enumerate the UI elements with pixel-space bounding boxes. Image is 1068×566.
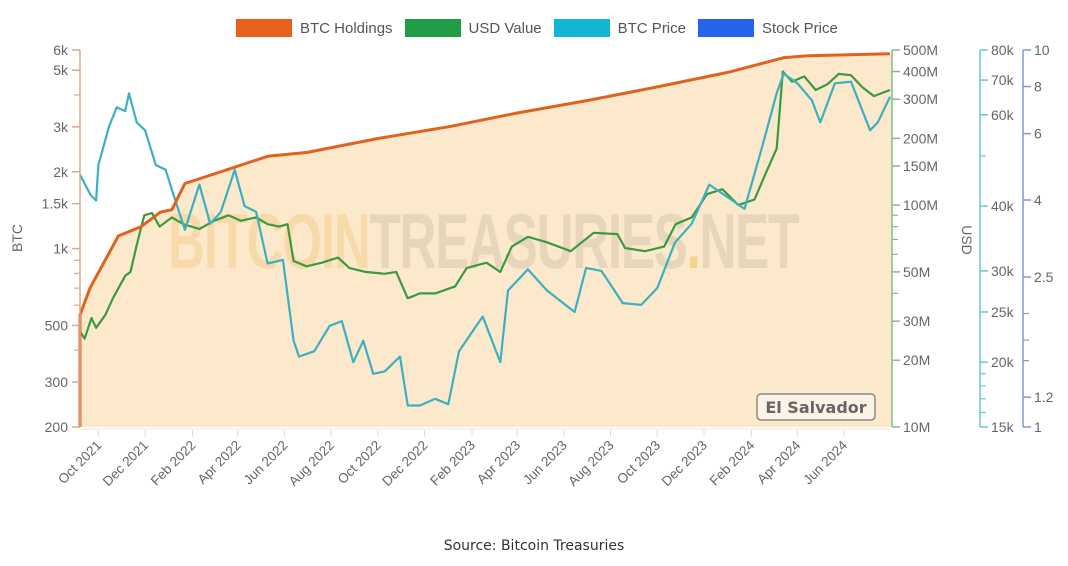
legend-swatch-btc-holdings [236,19,292,37]
axis-tick-label: 500 [45,317,69,333]
legend-swatch-usd-value [404,19,461,37]
btc-price-line [79,72,891,407]
axis-tick-label: 5k [53,62,69,78]
x-tick-label: Jun 2024 [800,437,850,487]
legend-label: BTC Price [617,19,686,37]
usd-value-axis: 10M 20M 30M 50M 100M 150M 200M 300M 400M 500M [891,42,938,435]
legend-label: USD Value [468,19,542,37]
x-tick-label: Oct 2021 [55,438,104,487]
axis-tick-label: 20M [903,352,930,368]
legend-swatch-btc-price [553,19,610,37]
axis-tick-label: 30k [991,263,1015,279]
chart-legend: BTC Holdings USD Value BTC Price Stock P… [236,19,850,37]
axis-tick-label: 70k [991,72,1015,88]
x-tick-label: Apr 2022 [194,438,243,487]
stock-price-axis: 1 1.2 2.5 4 6 8 10 [1022,42,1054,435]
x-tick-label: Feb 2024 [707,437,758,488]
x-tick-label: Jun 2023 [520,438,570,488]
legend-item-btc-price[interactable]: BTC Price [553,19,686,37]
btc-price-axis: 15k 20k 25k 30k 40k 60k 70k 80k [979,42,1015,435]
axis-tick-label: 2.5 [1034,269,1054,285]
legend-item-stock-price[interactable]: Stock Price [697,19,838,37]
x-tick-label: Feb 2023 [427,438,478,489]
axis-tick-label: 10M [903,419,930,435]
axis-tick-label: 300M [903,91,938,107]
x-tick-label: Apr 2023 [474,438,523,487]
axis-tick-label: 300 [45,374,69,390]
source-caption: Source: Bitcoin Treasuries [443,538,625,554]
legend-item-usd-value[interactable]: USD Value [404,19,542,37]
x-tick-label: Aug 2022 [286,438,337,489]
axis-tick-label: 200M [903,130,938,146]
axis-tick-label: 15k [991,419,1015,435]
btc-axis: 200 300 500 1k 1.5k 2k 3k 5k 6k [42,42,81,435]
legend-label: Stock Price [761,19,838,37]
axis-tick-label: 60k [991,107,1015,123]
x-tick-label: Oct 2022 [335,438,384,487]
axis-tick-label: 200 [45,419,69,435]
x-tick-label: Aug 2023 [565,438,616,489]
legend-label: BTC Holdings [300,19,393,37]
btc-holdings-line [78,52,891,427]
axis-tick-label: 6 [1034,126,1042,142]
entity-badge-label: El Salvador [765,398,866,417]
entity-badge: El Salvador [756,393,876,421]
x-tick-label: Dec 2022 [379,438,430,489]
x-tick-label: Jun 2022 [241,438,291,488]
axis-tick-label: 3k [53,119,69,135]
axis-tick-label: 2k [53,164,69,180]
axis-tick-label: 25k [991,304,1015,320]
axis-tick-label: 1k [53,241,69,257]
axis-tick-label: 150M [903,158,938,174]
axis-tick-label: 30M [903,313,930,329]
btc-holdings-area [80,53,892,428]
usd-value-line [79,70,891,340]
axis-tick-label: 400M [903,64,938,80]
usd-axis-title: USD [959,225,975,255]
axis-tick-label: 1.5k [42,196,69,212]
x-tick-label: Apr 2024 [754,437,804,487]
x-tick-label: Dec 2023 [659,438,710,489]
axis-tick-label: 80k [991,42,1015,58]
axis-tick-label: 6k [53,42,69,58]
axis-tick-label: 500M [903,42,938,58]
axis-tick-label: 1.2 [1034,389,1054,405]
axis-tick-label: 10 [1034,42,1050,58]
axis-tick-label: 40k [991,198,1015,214]
watermark-part3: NET [699,197,798,285]
x-tick-label: Dec 2021 [100,438,151,489]
btc-axis-title: BTC [9,224,25,252]
x-tick-label: Oct 2023 [614,438,663,487]
watermark-part1: BITCOIN [168,197,369,285]
axis-tick-label: 100M [903,197,938,213]
axis-tick-label: 20k [991,354,1015,370]
axis-tick-label: 1 [1034,419,1042,435]
axis-tick-label: 8 [1034,79,1042,95]
axis-tick-label: 50M [903,264,930,280]
x-tick-label: Feb 2022 [148,438,199,489]
axis-tick-label: 4 [1034,192,1042,208]
legend-swatch-stock-price [697,19,754,37]
legend-item-btc-holdings[interactable]: BTC Holdings [236,19,393,37]
watermark-part2: TREASURIES [369,197,686,285]
